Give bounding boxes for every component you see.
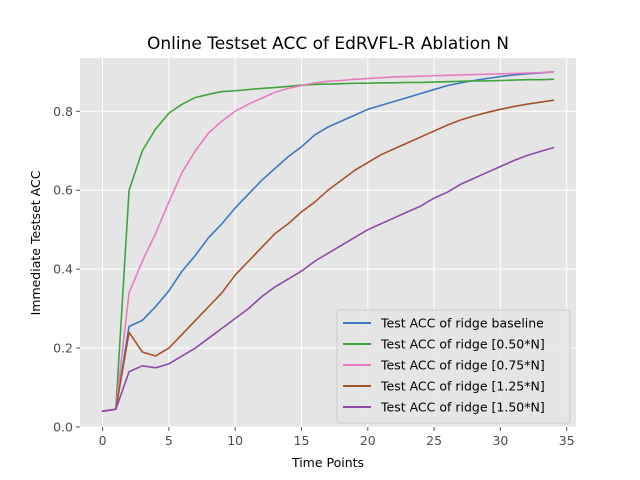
series-line bbox=[101, 71, 555, 413]
y-tick-label: 0.6 bbox=[53, 183, 73, 198]
y-axis-label: Immediate Testset ACC bbox=[28, 170, 43, 315]
legend-entry-label: Test ACC of ridge [1.50*N] bbox=[380, 400, 545, 415]
chart-title: Online Testset ACC of EdRVFL-R Ablation … bbox=[147, 34, 509, 54]
series-lines bbox=[101, 71, 555, 413]
x-tick-label: 30 bbox=[492, 433, 508, 448]
x-tick-label: 35 bbox=[559, 433, 575, 448]
x-tick-label: 15 bbox=[294, 433, 310, 448]
legend-entry-label: Test ACC of ridge baseline bbox=[380, 316, 544, 331]
x-tick-label: 5 bbox=[165, 433, 173, 448]
y-tick-label: 0.2 bbox=[53, 341, 73, 356]
series-line bbox=[101, 71, 555, 413]
y-axis-ticks: 0.0 0.2 0.4 0.6 0.8 bbox=[53, 104, 80, 435]
series-line bbox=[101, 146, 555, 413]
x-tick-label: 10 bbox=[227, 433, 243, 448]
x-tick-label: 25 bbox=[426, 433, 442, 448]
x-axis-ticks: 0 5 10 15 20 25 30 35 bbox=[99, 427, 575, 448]
y-tick-label: 0.0 bbox=[53, 420, 73, 435]
legend-entry-label: Test ACC of ridge [1.25*N] bbox=[380, 379, 545, 394]
y-tick-label: 0.8 bbox=[53, 104, 73, 119]
legend-entry-label: Test ACC of ridge [0.50*N] bbox=[380, 337, 545, 352]
x-tick-label: 20 bbox=[360, 433, 376, 448]
x-axis-label: Time Points bbox=[291, 455, 364, 470]
series-line bbox=[101, 99, 555, 413]
legend-entry-label: Test ACC of ridge [0.75*N] bbox=[380, 358, 545, 373]
x-tick-label: 0 bbox=[99, 433, 107, 448]
series-line bbox=[101, 78, 555, 413]
legend: Test ACC of ridge baseline Test ACC of ri… bbox=[336, 309, 571, 424]
y-tick-label: 0.4 bbox=[53, 262, 73, 277]
legend-box bbox=[336, 309, 571, 424]
